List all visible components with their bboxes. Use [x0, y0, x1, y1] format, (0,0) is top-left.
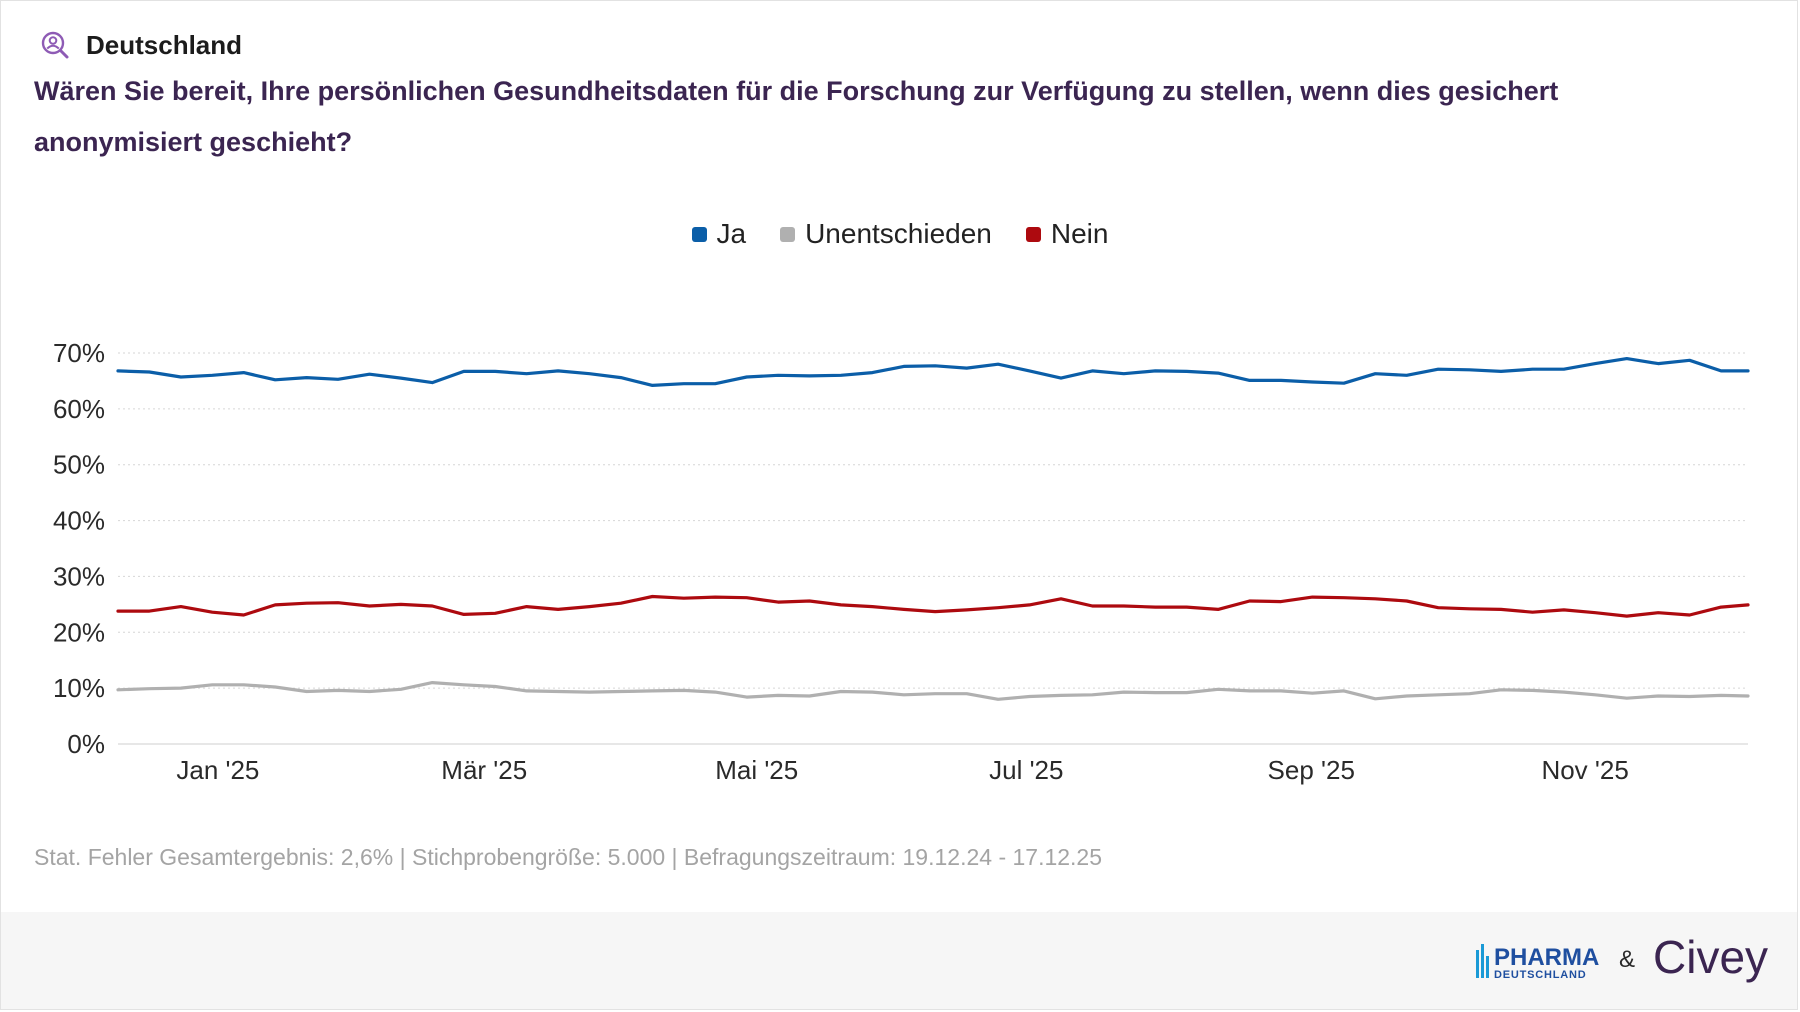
pharma-deutschland-logo: PHARMA DEUTSCHLAND	[1476, 940, 1606, 985]
legend-swatch-ja	[691, 226, 707, 242]
footnote: Stat. Fehler Gesamtergebnis: 2,6% | Stic…	[34, 844, 1103, 870]
header-row: Deutschland	[40, 28, 242, 62]
legend-label-ja: Ja	[716, 218, 747, 249]
series-line-nein	[116, 594, 1750, 618]
civey-logo: Civey	[1653, 931, 1769, 983]
legend-swatch-unentschieden	[780, 226, 796, 242]
logo-pharma-text: PHARMA	[1494, 944, 1599, 971]
y-tick-label: 40%	[53, 506, 105, 536]
y-tick-label: 50%	[53, 450, 105, 480]
legend-swatch-nein	[1025, 226, 1041, 242]
series-line-ja	[116, 357, 1750, 387]
y-tick-label: 60%	[53, 394, 105, 424]
legend-item-nein[interactable]: Nein	[1025, 218, 1109, 250]
line-chart: 0% 10% 20% 30% 40% 50% 60% 70% Jan '25 Mär '25 Mai…	[53, 338, 1750, 785]
legend-item-unentschieden[interactable]: Unentschieden	[780, 218, 992, 250]
series-line-unentschieden	[116, 680, 1750, 701]
y-tick-label: 20%	[53, 617, 105, 647]
y-tick-label: 10%	[53, 673, 105, 703]
x-tick-label: Jan '25	[176, 755, 259, 785]
search-person-icon	[40, 30, 70, 60]
logo-ampersand: &	[1619, 946, 1636, 973]
x-tick-label: Mai '25	[715, 755, 798, 785]
logo-pharma-subtext: DEUTSCHLAND	[1494, 969, 1587, 980]
y-tick-label: 0%	[67, 729, 105, 759]
x-tick-label: Jul '25	[989, 755, 1063, 785]
x-tick-label: Sep '25	[1268, 755, 1355, 785]
legend-label-unentschieden: Unentschieden	[805, 218, 992, 249]
footer-band	[1, 912, 1797, 1009]
legend-label-nein: Nein	[1050, 218, 1109, 249]
y-tick-label: 70%	[53, 338, 105, 368]
question-title: Wären Sie bereit, Ihre persönlichen Gesu…	[34, 76, 1559, 157]
legend-item-ja[interactable]: Ja	[691, 218, 747, 250]
chart-legend: Ja Unentschieden Nein	[0, 218, 1800, 250]
x-tick-label: Mär '25	[441, 755, 527, 785]
region-label: Deutschland	[86, 29, 243, 60]
y-tick-label: 30%	[53, 561, 105, 591]
x-tick-label: Nov '25	[1541, 755, 1628, 785]
